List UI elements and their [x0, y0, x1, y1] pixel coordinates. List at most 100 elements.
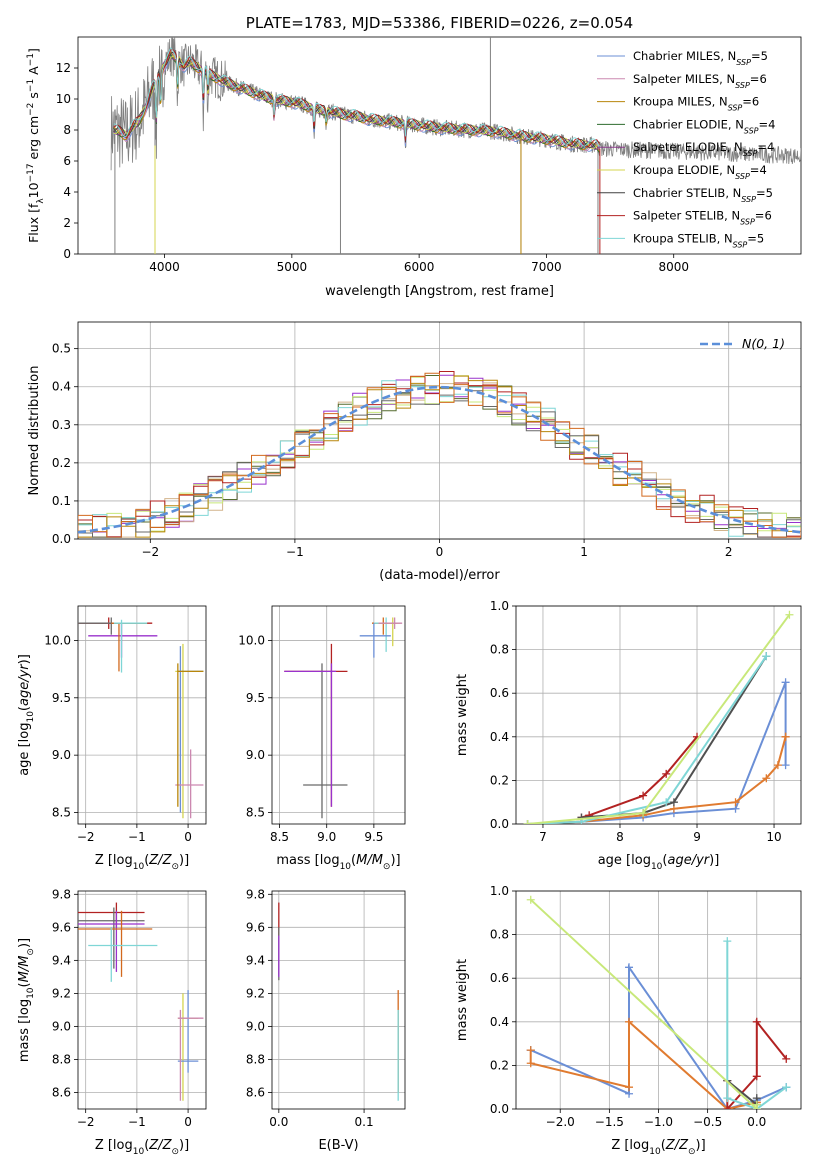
model-spectrum	[113, 56, 600, 150]
label-part: age/yr	[667, 853, 710, 868]
legend-n-value: 5	[757, 231, 764, 245]
series-line	[527, 655, 768, 824]
legend-sep: ,	[719, 163, 726, 177]
normal-curve	[78, 385, 801, 534]
label-part: ⊙	[383, 862, 391, 872]
x-axis-label: mass [log10(M/M⊙)]	[276, 853, 400, 872]
label-part: 10	[26, 987, 36, 999]
panel-4: 7 8 9 10 0.0 0.2 0.4 0.6 0.8 1.0 mass weight age [l…	[455, 599, 802, 872]
y-tick-label: 1.0	[490, 599, 509, 613]
model-spectrum	[113, 54, 600, 153]
series-marker	[723, 937, 732, 946]
legend-name: Salpeter ELODIE	[633, 140, 727, 154]
label-part: )]	[696, 1138, 706, 1153]
y-tick-label: 0.2	[490, 773, 509, 787]
x-tick-label: 10	[766, 830, 781, 844]
x-tick-label: −2	[77, 830, 95, 844]
series-marker	[752, 1072, 761, 1081]
y-tick-label: 9.4	[246, 953, 265, 967]
label-part: Z [log	[611, 1138, 649, 1153]
x-tick-label: 7	[539, 830, 547, 844]
axes-frame	[77, 321, 802, 540]
legend-entry: Chabrier MILES, NSSP=5	[633, 49, 768, 67]
legend-n-eq: =	[757, 140, 767, 154]
label-part: Z/Z	[148, 1138, 172, 1153]
series-marker	[625, 1083, 634, 1092]
label-part: −1	[26, 53, 36, 66]
y-tick-label: 8.8	[246, 1052, 265, 1066]
legend-name: Kroupa STELIB	[633, 231, 717, 245]
y-tick-label: 6	[63, 154, 71, 168]
panel-5: −2 −1 08.68.89.09.29.49.69.8Z [log10(Z/Z⊙)…	[17, 887, 207, 1157]
legend-name: Salpeter STELIB	[633, 209, 724, 223]
y-tick-label: 9.2	[52, 986, 71, 1000]
legend-n-sub: SSP	[744, 126, 759, 135]
y-tick-label: 8.8	[52, 1052, 71, 1066]
y-axis-label: age [log10(age/yr)]	[17, 654, 36, 776]
y-tick-label: 9.5	[52, 691, 71, 705]
label-part: Z [log	[95, 853, 133, 868]
label-part: 10	[133, 1147, 145, 1157]
legend-sep: ,	[728, 117, 735, 131]
y-tick-label: 9.5	[246, 691, 265, 705]
x-tick-label: −1	[286, 545, 304, 559]
legend-n-sub: SSP	[735, 172, 750, 181]
x-tick-label: −1	[128, 830, 146, 844]
x-axis-label: wavelength [Angstrom, rest frame]	[325, 284, 554, 299]
errorbars	[278, 902, 399, 1101]
y-tick-label: 0.0	[52, 532, 71, 546]
legend-n-value: 5	[766, 186, 773, 200]
label-part: M/M	[356, 853, 383, 868]
y-tick-label: 9.6	[246, 920, 265, 934]
label-part: ⊙	[171, 1147, 179, 1157]
x-tick-label: −2.0	[546, 1115, 575, 1129]
legend-entry: Kroupa STELIB, NSSP=5	[633, 231, 764, 249]
label-part: )]	[179, 1138, 189, 1153]
label-part: )]	[17, 654, 32, 664]
y-tick-label: 9.2	[246, 986, 265, 1000]
label-part: erg cm	[26, 116, 41, 164]
legend-n-eq: =	[756, 186, 766, 200]
y-tick-label: 9.8	[52, 887, 71, 901]
legend-n-eq: =	[751, 49, 761, 63]
legend-entry: Salpeter STELIB, NSSP=6	[633, 209, 772, 227]
x-axis-label: E(B-V)	[318, 1138, 358, 1153]
panel-7: −2.0 −1.5 −1.0 −0.5 0.0 0.0 0.2 0.4 0.6 0.8 1.0 mas…	[455, 884, 802, 1157]
series-marker	[639, 809, 648, 818]
series-marker	[526, 895, 535, 904]
legend-n-value: 4	[767, 140, 774, 154]
spectrum-lines	[110, 37, 801, 254]
series-marker	[762, 774, 771, 783]
series-marker	[662, 798, 671, 807]
series-marker	[639, 791, 648, 800]
x-tick-label: 0	[184, 830, 192, 844]
y-tick-label: 0.1	[52, 494, 71, 508]
legend-n-value: 6	[759, 72, 766, 86]
y-axis-label: Flux [fλ10−17 erg cm−2 s−1 A−1]	[26, 48, 46, 243]
label-part: Z/Z	[148, 853, 172, 868]
x-tick-label: −1.5	[595, 1115, 624, 1129]
x-tick-label: 4000	[149, 260, 180, 274]
y-tick-label: 0.4	[490, 1015, 509, 1029]
legend-sep: ,	[724, 209, 731, 223]
legend-entry: N(0, 1)	[742, 336, 785, 351]
panel-3: 8.5 9.0 9.5 8.5 9.0 9.5 10.0 mass [log10(M/M⊙)]	[238, 605, 406, 872]
series-marker	[523, 820, 532, 824]
series-marker	[625, 963, 634, 972]
y-tick-label: 9.6	[52, 920, 71, 934]
legend-name: Salpeter MILES	[633, 72, 719, 86]
x-tick-label: 6000	[404, 260, 435, 274]
panel-6: 0.0 0.1 8.6 8.8 9.0 9.2 9.4 9.6 9.8 E(B-V)	[246, 887, 406, 1153]
panel-2: −2 −1 08.59.09.510.0Z [log10(Z/Z⊙)]age [lo…	[17, 605, 207, 872]
legend-n-sub: SSP	[733, 240, 748, 249]
series-line	[527, 681, 787, 824]
legend-entry: Salpeter MILES, NSSP=6	[633, 72, 767, 90]
series-marker	[782, 1054, 791, 1063]
series-marker	[752, 1100, 761, 1109]
series-marker	[785, 610, 794, 619]
x-axis-label: (data-model)/error	[379, 568, 500, 583]
y-tick-label: 8	[63, 123, 71, 137]
x-axis-label: Z [log10(Z/Z⊙)]	[95, 853, 189, 872]
label-part: (	[144, 853, 149, 868]
axes-frame	[77, 36, 802, 255]
